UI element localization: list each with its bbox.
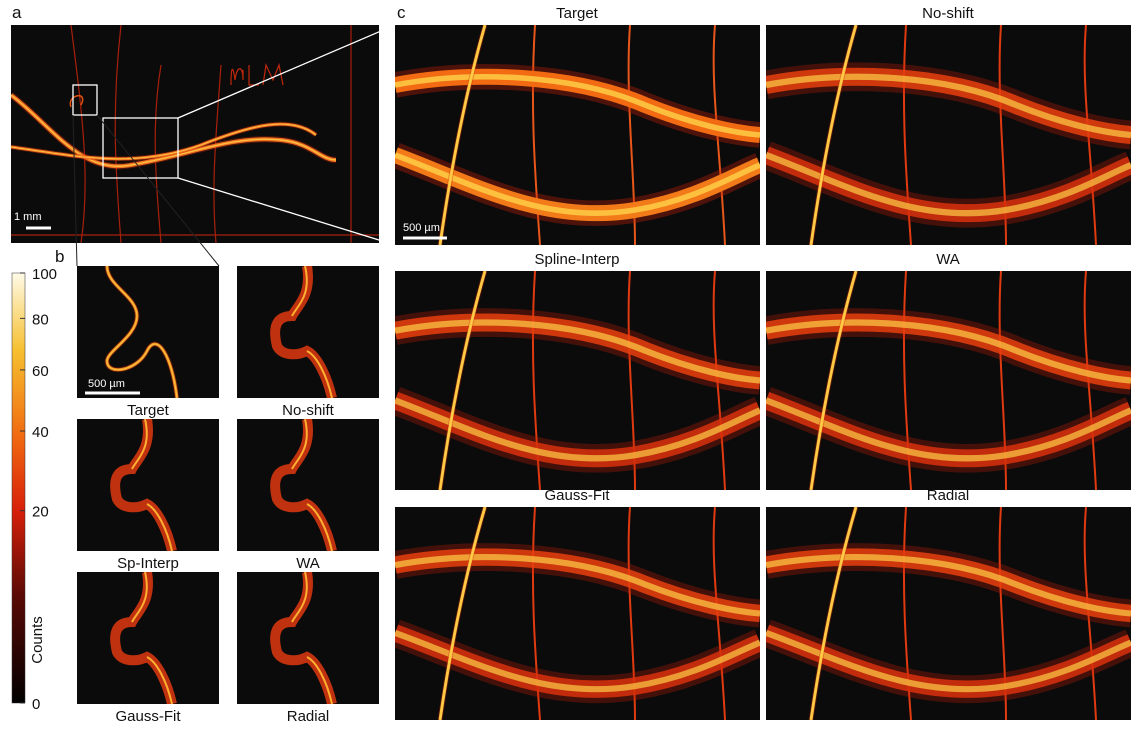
panel-title: WA [936,251,960,268]
image-panel [237,572,379,704]
panel-title: Target [556,5,599,22]
background [11,25,379,243]
image-panel [395,507,760,720]
image-panel [766,507,1131,720]
colorbar-tick-label: 20 [32,504,49,521]
image-panel [237,419,379,551]
panel-caption: Target [127,402,170,419]
colorbar-tick-label: 100 [32,266,57,283]
image-panel [237,266,379,398]
panel-caption: Sp-Interp [117,555,179,572]
panel-label: a [12,3,22,22]
scale-bar-label: 500 µm [403,222,440,234]
panel-caption: Gauss-Fit [115,708,181,725]
scale-bar-label: 1 mm [14,211,42,223]
image-panel [766,25,1131,245]
colorbar-label: Counts [29,616,46,664]
colorbar-tick-label: 0 [32,696,40,713]
panel-caption: No-shift [282,402,335,419]
panel-title: No-shift [922,5,975,22]
image-panel [11,25,379,243]
colorbar [12,273,25,703]
panel-title: Radial [927,487,970,504]
scale-bar-label: 500 µm [88,378,125,390]
panel-title: Spline-Interp [534,251,619,268]
panel-label: c [397,3,406,22]
image-panel [395,25,760,245]
panel-caption: WA [296,555,320,572]
panel-title: Gauss-Fit [544,487,610,504]
panel-caption: Radial [287,708,330,725]
colorbar-tick-label: 80 [32,311,49,328]
image-panel [77,572,219,704]
image-panel [395,271,760,490]
image-panel [766,271,1131,490]
figure: a b c Counts 1 mm Target No-shift Spline-In… [0,0,1132,726]
colorbar-tick-label: 60 [32,363,49,380]
colorbar-tick-label: 40 [32,424,49,441]
panel-label: b [55,247,64,266]
image-panel [77,419,219,551]
